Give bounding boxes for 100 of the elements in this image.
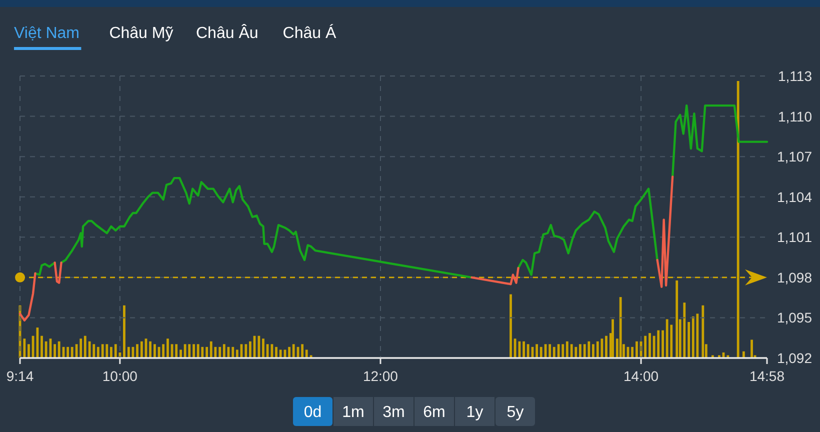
bar (28, 344, 30, 358)
bar (206, 346, 208, 358)
text: 3m (382, 404, 405, 421)
bar (548, 344, 552, 358)
bar (188, 344, 191, 358)
bar (96, 346, 100, 358)
y-tick-label: 1,110 (778, 108, 812, 124)
bar (70, 346, 74, 358)
bar (711, 355, 714, 358)
x-tick-label: 12:00 (362, 368, 398, 384)
bar (600, 338, 604, 358)
bar (570, 344, 573, 358)
x-tick-label: 14:58 (749, 368, 785, 384)
bar (540, 346, 542, 358)
x-tick-label: 10:00 (102, 368, 138, 384)
text: 0d (304, 404, 322, 421)
text: 6m (423, 404, 446, 421)
bar (154, 344, 156, 358)
bar (201, 346, 204, 358)
bar (58, 341, 60, 358)
bar (275, 346, 278, 358)
bar (574, 346, 578, 358)
bar (631, 346, 634, 358)
bar (166, 338, 169, 358)
y-tick-label: 1,113 (778, 68, 812, 84)
bar (258, 336, 260, 358)
bar (588, 341, 590, 358)
bar (301, 344, 304, 358)
text: Việt Nam (14, 25, 80, 42)
bar (66, 346, 70, 358)
text: Châu Á (282, 24, 336, 42)
bar (644, 336, 647, 358)
bar (696, 314, 699, 358)
bar (688, 322, 690, 358)
bar (612, 319, 614, 358)
bar (244, 344, 248, 358)
text: 5y (506, 404, 524, 421)
bar (750, 340, 753, 358)
bar (218, 346, 222, 358)
bar (210, 341, 212, 358)
bar (106, 344, 108, 358)
bar (592, 344, 594, 358)
bar (44, 341, 48, 358)
bar (666, 319, 668, 358)
x-tick-label: 14:00 (624, 368, 659, 384)
bar (742, 351, 745, 358)
bar (522, 341, 525, 358)
bar (84, 336, 86, 358)
bar (552, 346, 556, 358)
text: Châu Âu (196, 24, 258, 42)
bar (636, 341, 638, 358)
bar (578, 344, 582, 358)
text: 1y (466, 404, 484, 421)
bar (557, 344, 560, 358)
y-tick-label: 1,098 (776, 269, 812, 286)
bar (149, 341, 152, 358)
bar (80, 338, 82, 358)
y-tick-label: 1,107 (776, 148, 812, 165)
bar (54, 344, 56, 358)
bar (536, 344, 538, 358)
bar (40, 336, 43, 358)
bar (288, 346, 290, 358)
bar (92, 344, 96, 358)
bar (692, 316, 694, 358)
bar (279, 350, 282, 358)
y-tick-label: 1,104 (776, 188, 812, 205)
bar (619, 297, 622, 358)
bar (232, 346, 234, 358)
bar (114, 344, 117, 358)
bar (222, 344, 226, 358)
bar (140, 341, 143, 358)
bar (136, 344, 138, 358)
bar (605, 336, 608, 358)
bar (683, 302, 686, 358)
bar (184, 344, 186, 358)
bar (510, 294, 512, 358)
bar (248, 341, 252, 358)
bar (562, 344, 564, 358)
bar (110, 346, 112, 358)
bar (662, 330, 664, 358)
bar (175, 344, 178, 358)
bar (227, 346, 230, 358)
bar (718, 355, 720, 358)
bar (262, 338, 264, 358)
text: 1m (342, 404, 364, 421)
x-tick-label: 9:14 (6, 368, 34, 384)
bar (127, 346, 130, 358)
bar (726, 355, 730, 358)
bar (583, 344, 586, 358)
bar (292, 344, 295, 358)
bar (657, 330, 660, 358)
bar (123, 305, 126, 358)
bar (566, 341, 568, 358)
text: Châu Mỹ (109, 25, 174, 42)
bar (23, 338, 26, 358)
bar (702, 305, 704, 358)
bar (676, 280, 678, 358)
bar (101, 344, 104, 358)
bar (162, 344, 165, 358)
bar (88, 341, 91, 358)
